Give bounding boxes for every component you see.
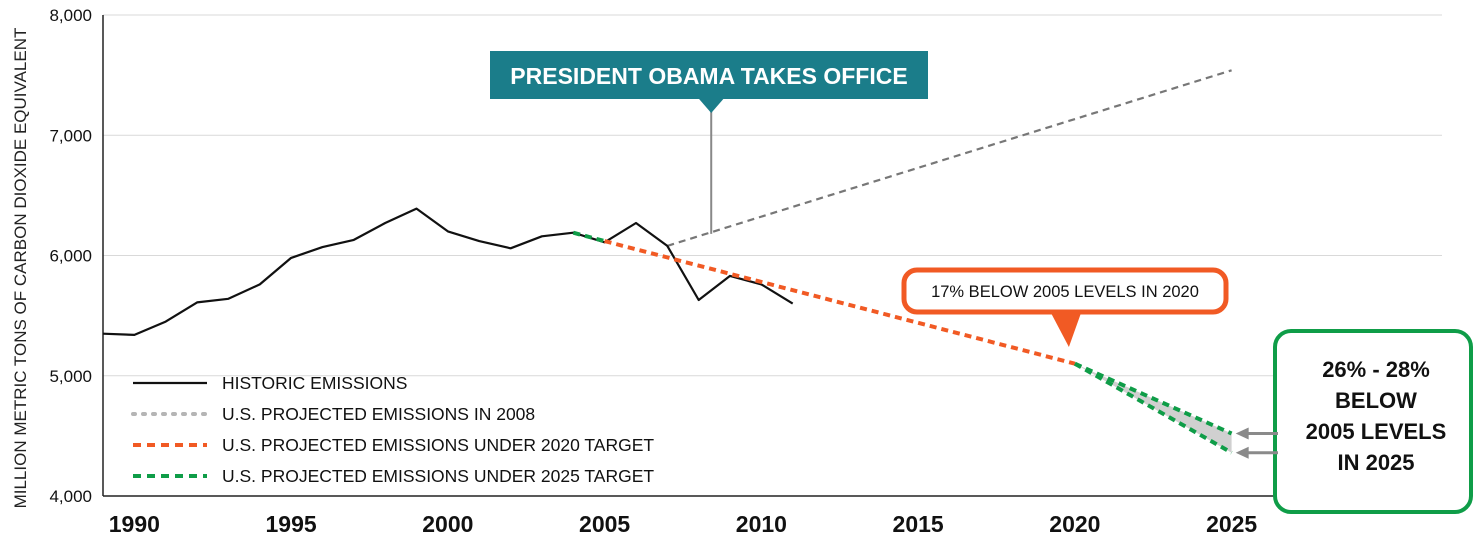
target-2025-callout-line: BELOW: [1335, 388, 1417, 413]
legend-label: HISTORIC EMISSIONS: [222, 373, 407, 393]
target-2020-callout-box: [901, 267, 1229, 315]
target-2020-line: [604, 239, 1076, 366]
target-2025-arrow-lower: [1235, 446, 1278, 459]
arrow-head: [1235, 446, 1249, 459]
target-2020-callout-pointer: [1051, 313, 1081, 347]
legend-label: U.S. PROJECTED EMISSIONS UNDER 2020 TARG…: [222, 435, 654, 455]
obama-callout-text: PRESIDENT OBAMA TAKES OFFICE: [510, 63, 907, 89]
x-tick-label: 2025: [1206, 511, 1257, 537]
x-tick-label: 2005: [579, 511, 630, 537]
target-2025-callout-line: IN 2025: [1337, 450, 1414, 475]
target-2025-lead-line: [572, 230, 606, 244]
target-2025-callout-line: 26% - 28%: [1322, 357, 1430, 382]
arrow-head: [1235, 427, 1249, 440]
historic-emissions-line: [102, 207, 794, 336]
y-tick-label: 5,000: [49, 367, 92, 386]
target-2020-callout-text: 17% BELOW 2005 LEVELS IN 2020: [931, 283, 1199, 301]
y-tick-label: 6,000: [49, 247, 92, 266]
target-2025-arrow-upper: [1235, 427, 1278, 440]
y-axis-ticks: 4,000 5,000 6,000 7,000 8,000: [49, 6, 92, 506]
x-tick-label: 1995: [266, 511, 317, 537]
series-group: [102, 69, 1233, 455]
grid-lines: [102, 14, 1442, 497]
target-2025-callout-box: [1273, 329, 1473, 514]
legend: HISTORIC EMISSIONS U.S. PROJECTED EMISSIO…: [131, 373, 654, 486]
x-tick-label: 2015: [893, 511, 944, 537]
obama-callout-pointer: [698, 98, 725, 113]
x-tick-label: 2000: [422, 511, 473, 537]
y-axis-label: MILLION METRIC TONS OF CARBON DIOXIDE EQ…: [11, 28, 30, 509]
x-tick-label: 2010: [736, 511, 787, 537]
target-2025-callout-line: 2005 LEVELS: [1306, 419, 1447, 444]
projected-2008-line: [666, 69, 1232, 247]
obama-callout-box: [490, 51, 928, 99]
y-tick-label: 4,000: [49, 487, 92, 506]
y-tick-label: 7,000: [49, 126, 92, 145]
x-tick-label: 2020: [1049, 511, 1100, 537]
annotations: PRESIDENT OBAMA TAKES OFFICE 17% BELOW 20…: [490, 51, 1473, 514]
target-2025-branch-1: [1074, 361, 1233, 436]
x-axis-ticks: 1990 1995 2000 2005 2010 2015 2020 2025: [109, 511, 1258, 537]
y-tick-label: 8,000: [49, 6, 92, 25]
legend-label: U.S. PROJECTED EMISSIONS UNDER 2025 TARG…: [222, 466, 654, 486]
target-2025-branch-2: [1073, 361, 1233, 455]
x-tick-label: 1990: [109, 511, 160, 537]
legend-label: U.S. PROJECTED EMISSIONS IN 2008: [222, 404, 535, 424]
